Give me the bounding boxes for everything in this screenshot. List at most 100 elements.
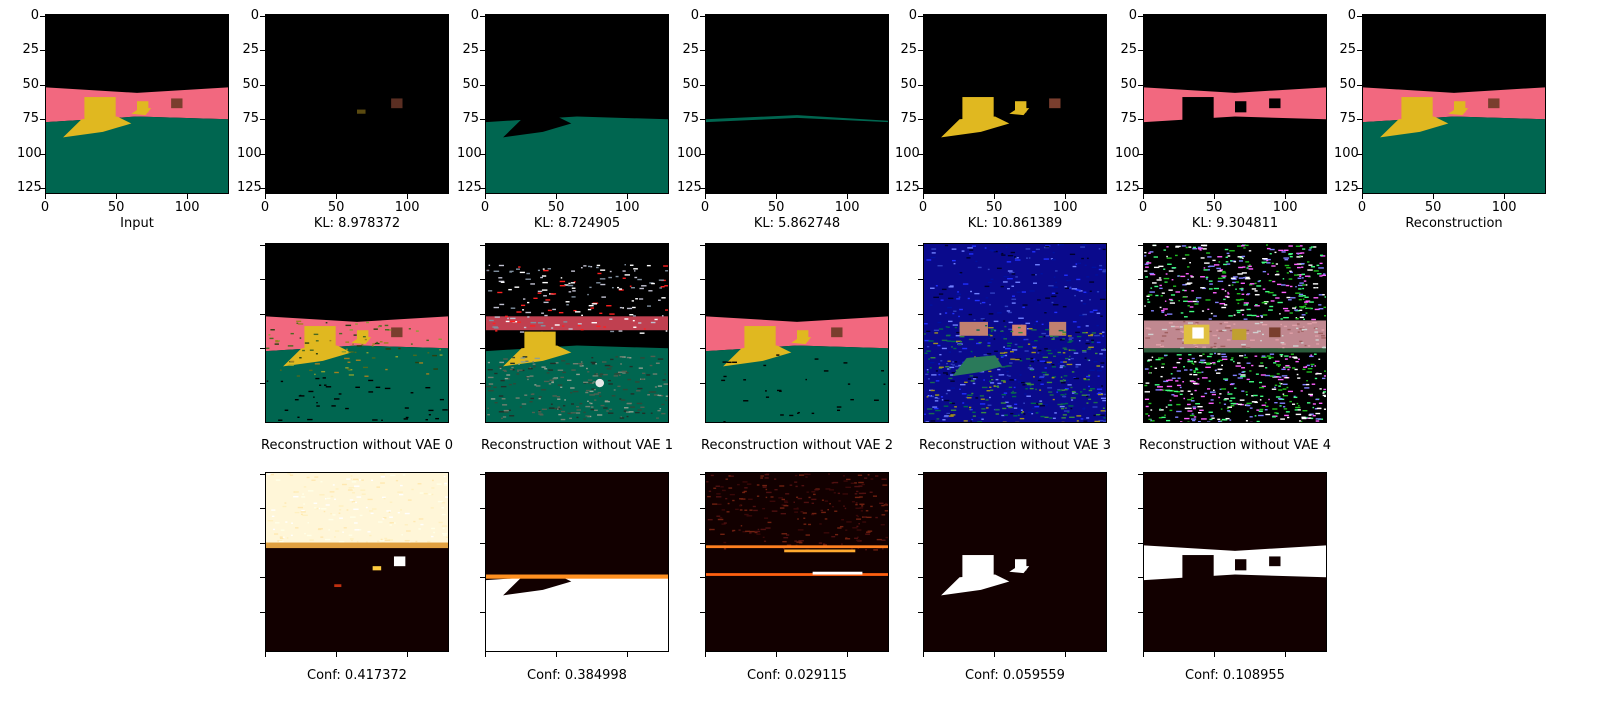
y-tick-label: 125 bbox=[895, 179, 920, 195]
y-tick-mark bbox=[918, 348, 923, 350]
x-tick-mark bbox=[705, 194, 706, 199]
x-tick-label: 100 bbox=[834, 200, 860, 215]
panel-conf-3-image bbox=[924, 473, 1106, 651]
y-tick-mark bbox=[480, 153, 485, 155]
x-tick-label: 100 bbox=[394, 200, 420, 215]
y-tick-mark bbox=[480, 50, 485, 52]
y-tick-label: 100 bbox=[1115, 145, 1140, 161]
y-tick-mark bbox=[480, 245, 485, 246]
y-tick-mark bbox=[1138, 50, 1143, 52]
x-tick-mark bbox=[1504, 194, 1506, 199]
y-tick-label: 50 bbox=[682, 76, 699, 92]
x-tick-label: 0 bbox=[918, 200, 928, 215]
x-tick-label: 50 bbox=[327, 200, 345, 215]
y-tick-mark bbox=[700, 577, 705, 579]
y-tick-mark bbox=[918, 313, 923, 315]
x-tick-label: 50 bbox=[1424, 200, 1442, 215]
y-tick-label: 125 bbox=[457, 179, 482, 195]
x-tick-label: 100 bbox=[1491, 200, 1517, 215]
y-tick-label: 100 bbox=[17, 145, 42, 161]
panel-conf-1 bbox=[485, 472, 669, 652]
y-tick-mark bbox=[1357, 153, 1362, 155]
y-tick-mark bbox=[260, 187, 265, 189]
x-tick-label: 0 bbox=[40, 200, 50, 215]
caption-conf-2: Conf: 0.029115 bbox=[747, 668, 847, 683]
y-tick-mark bbox=[700, 50, 705, 52]
caption-kl-0: KL: 8.978372 bbox=[313, 216, 401, 231]
x-tick-mark bbox=[847, 194, 849, 199]
x-tick-mark bbox=[923, 194, 924, 199]
caption-input: Input bbox=[120, 216, 154, 231]
caption-conf-0: Conf: 0.417372 bbox=[307, 668, 407, 683]
y-tick-mark bbox=[480, 279, 485, 281]
y-tick-mark bbox=[480, 508, 485, 510]
x-tick-label: 0 bbox=[260, 200, 270, 215]
y-tick-mark bbox=[918, 474, 923, 475]
x-tick-label: 0 bbox=[1357, 200, 1367, 215]
y-tick-label: 0 bbox=[250, 8, 259, 23]
x-tick-mark bbox=[994, 194, 996, 199]
x-tick-mark bbox=[923, 652, 924, 657]
y-tick-mark bbox=[40, 50, 45, 52]
y-tick-mark bbox=[918, 577, 923, 579]
y-tick-mark bbox=[40, 16, 45, 17]
y-tick-mark bbox=[700, 313, 705, 315]
y-tick-label: 125 bbox=[237, 179, 262, 195]
y-tick-mark bbox=[260, 313, 265, 315]
caption-recon-without-vae-4: Reconstruction without VAE 4 bbox=[1139, 438, 1331, 453]
y-tick-mark bbox=[918, 611, 923, 613]
y-tick-mark bbox=[1138, 542, 1143, 544]
y-tick-mark bbox=[700, 84, 705, 86]
x-tick-label: 0 bbox=[700, 200, 710, 215]
caption-recon-without-vae-1: Reconstruction without VAE 1 bbox=[481, 438, 673, 453]
x-tick-mark bbox=[45, 194, 46, 199]
panel-recon-without-vae-2 bbox=[705, 243, 889, 423]
x-tick-mark bbox=[187, 194, 189, 199]
x-tick-label: 50 bbox=[107, 200, 125, 215]
y-tick-mark bbox=[260, 153, 265, 155]
x-tick-mark bbox=[1065, 652, 1067, 657]
y-tick-mark bbox=[1357, 16, 1362, 17]
y-tick-mark bbox=[260, 474, 265, 475]
y-tick-mark bbox=[700, 542, 705, 544]
y-tick-label: 25 bbox=[682, 42, 699, 58]
y-tick-mark bbox=[700, 16, 705, 17]
y-tick-mark bbox=[1357, 50, 1362, 52]
y-tick-mark bbox=[480, 119, 485, 121]
x-tick-mark bbox=[1214, 194, 1216, 199]
x-tick-mark bbox=[994, 652, 996, 657]
y-tick-label: 50 bbox=[900, 76, 917, 92]
y-tick-mark bbox=[1138, 245, 1143, 246]
y-tick-label: 0 bbox=[908, 8, 917, 23]
panel-kl-3 bbox=[923, 14, 1107, 194]
x-tick-mark bbox=[1214, 652, 1216, 657]
y-tick-mark bbox=[480, 16, 485, 17]
panel-recon-without-vae-0 bbox=[265, 243, 449, 423]
y-tick-mark bbox=[1138, 474, 1143, 475]
y-tick-mark bbox=[1138, 382, 1143, 384]
panel-conf-0 bbox=[265, 472, 449, 652]
panel-recon-without-vae-2-image bbox=[706, 244, 888, 422]
y-tick-label: 25 bbox=[1120, 42, 1137, 58]
y-tick-mark bbox=[480, 382, 485, 384]
y-tick-mark bbox=[700, 187, 705, 189]
y-tick-label: 0 bbox=[1128, 8, 1137, 23]
y-tick-mark bbox=[918, 119, 923, 121]
panel-kl-0 bbox=[265, 14, 449, 194]
caption-kl-4: KL: 9.304811 bbox=[1191, 216, 1279, 231]
y-tick-label: 100 bbox=[895, 145, 920, 161]
caption-kl-3: KL: 10.861389 bbox=[967, 216, 1063, 231]
y-tick-mark bbox=[480, 577, 485, 579]
y-tick-mark bbox=[480, 84, 485, 86]
y-tick-mark bbox=[1357, 84, 1362, 86]
y-tick-mark bbox=[1138, 16, 1143, 17]
panel-kl-4 bbox=[1143, 14, 1327, 194]
y-tick-mark bbox=[700, 508, 705, 510]
panel-kl-0-image bbox=[266, 15, 448, 193]
y-tick-label: 50 bbox=[462, 76, 479, 92]
x-tick-label: 100 bbox=[1272, 200, 1298, 215]
y-tick-mark bbox=[1138, 611, 1143, 613]
caption-conf-1: Conf: 0.384998 bbox=[527, 668, 627, 683]
y-tick-mark bbox=[700, 279, 705, 281]
y-tick-mark bbox=[260, 84, 265, 86]
